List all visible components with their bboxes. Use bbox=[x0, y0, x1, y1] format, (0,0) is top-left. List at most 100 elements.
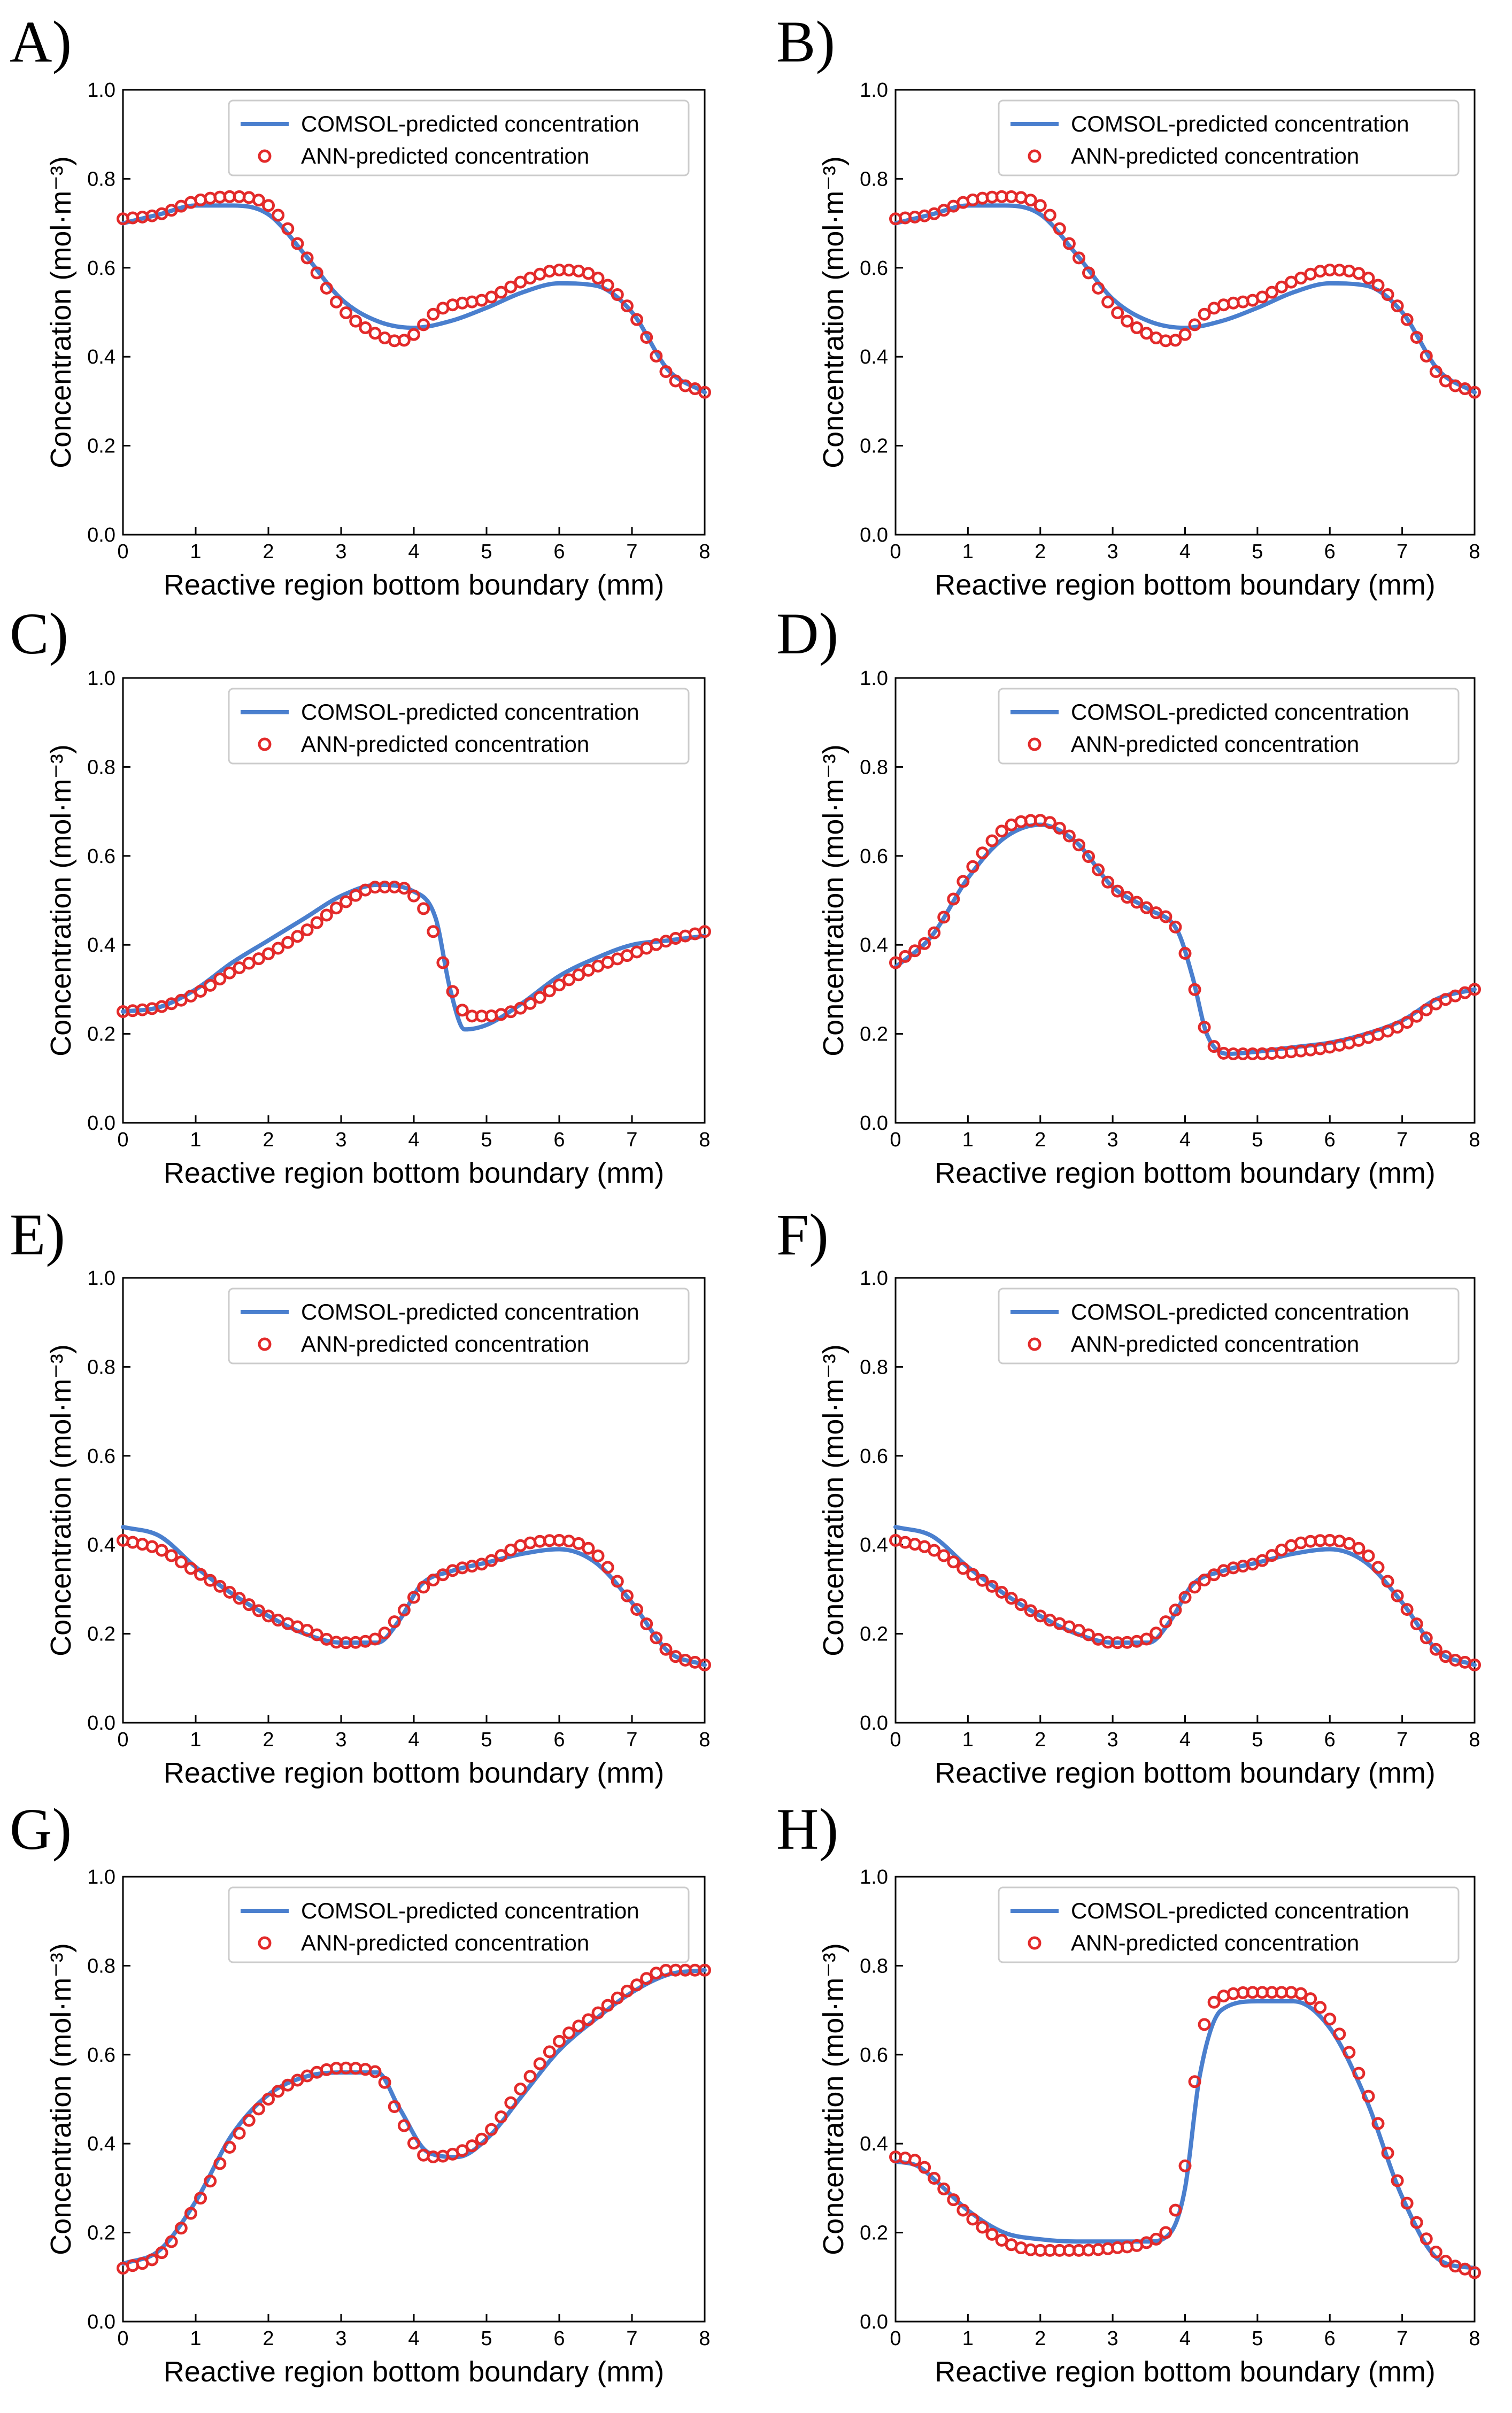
ann-data-point bbox=[928, 2172, 941, 2185]
ann-data-point bbox=[562, 2026, 576, 2040]
y-tick-label: 1.0 bbox=[860, 667, 888, 690]
ann-data-point bbox=[1053, 222, 1066, 235]
panel-label: G) bbox=[10, 1797, 72, 1862]
ann-data-point bbox=[1150, 2232, 1163, 2246]
ann-data-point bbox=[165, 1549, 178, 1562]
legend-label-comsol: COMSOL-predicted concentration bbox=[301, 1898, 639, 1923]
ann-series-markers bbox=[117, 1533, 711, 1671]
y-tick-label: 0.2 bbox=[87, 1023, 115, 1046]
ann-data-point bbox=[1343, 2046, 1356, 2059]
ann-series-markers bbox=[117, 1963, 711, 2275]
y-tick-label: 0.8 bbox=[860, 1955, 888, 1977]
y-tick-label: 0.8 bbox=[860, 168, 888, 190]
ann-data-point bbox=[918, 2161, 931, 2174]
legend: COMSOL-predicted concentration ANN-predic… bbox=[998, 99, 1460, 176]
legend-marker-swatch bbox=[258, 737, 272, 751]
ann-data-point bbox=[1352, 2067, 1366, 2080]
ann-data-point bbox=[272, 209, 285, 222]
ann-data-point bbox=[533, 2057, 546, 2070]
legend: COMSOL-predicted concentration ANN-predic… bbox=[228, 688, 690, 765]
x-tick-label: 7 bbox=[1397, 1129, 1408, 1151]
legend: COMSOL-predicted concentration ANN-predic… bbox=[998, 1288, 1460, 1364]
ann-data-point bbox=[630, 1978, 644, 1992]
x-tick-label: 2 bbox=[263, 2327, 274, 2350]
ann-data-point bbox=[1024, 194, 1037, 207]
panel-label: A) bbox=[10, 9, 72, 74]
y-tick-label: 0.6 bbox=[860, 257, 888, 280]
ann-data-point bbox=[252, 952, 265, 966]
ann-data-point bbox=[698, 386, 711, 399]
y-tick-label: 0.0 bbox=[87, 1112, 115, 1135]
ann-data-point bbox=[281, 2078, 295, 2092]
ann-data-point bbox=[937, 911, 951, 924]
ann-data-point bbox=[281, 222, 295, 235]
ann-data-point bbox=[956, 875, 970, 888]
x-tick-label: 5 bbox=[481, 2327, 492, 2350]
ann-data-point bbox=[976, 1574, 989, 1587]
ann-data-point bbox=[436, 956, 450, 969]
ann-data-point bbox=[1169, 920, 1182, 934]
ann-data-point bbox=[427, 925, 440, 938]
legend: COMSOL-predicted concentration ANN-predic… bbox=[228, 1288, 690, 1364]
x-tick-label: 0 bbox=[117, 541, 128, 563]
comsol-series-line bbox=[121, 1968, 707, 2266]
y-tick-label: 0.0 bbox=[860, 1112, 888, 1135]
ann-series-markers bbox=[889, 814, 1481, 1061]
x-tick-label: 0 bbox=[117, 1129, 128, 1151]
y-tick-label: 0.0 bbox=[860, 524, 888, 546]
ann-data-point bbox=[899, 950, 912, 963]
ann-data-point bbox=[1130, 321, 1144, 334]
x-tick-label: 3 bbox=[335, 1729, 346, 1751]
ann-data-point bbox=[1304, 1992, 1317, 2006]
x-tick-label: 5 bbox=[1252, 1729, 1263, 1751]
y-axis-title: Concentration (mol·m⁻³) bbox=[45, 1344, 77, 1656]
x-tick-label: 6 bbox=[553, 1129, 565, 1151]
ann-data-point bbox=[601, 279, 614, 292]
ann-data-point bbox=[1362, 272, 1375, 285]
chart-panel-d: D) 0 1 2 3 4 5 6 7 8 0.0 0.2 0.4 0.6 0.8 1.0 Reactive re… bbox=[776, 601, 1481, 1189]
ann-data-point bbox=[553, 2034, 566, 2048]
ann-data-point bbox=[1043, 209, 1056, 222]
ann-data-point bbox=[937, 1549, 951, 1562]
ann-data-point bbox=[1468, 1658, 1481, 1671]
ann-series-markers bbox=[117, 881, 711, 1023]
chart-panel-b: B) 0 1 2 3 4 5 6 7 8 0.0 0.2 0.4 0.6 0.8 1.0 Reactive re… bbox=[776, 9, 1481, 601]
ann-data-point bbox=[165, 2235, 178, 2248]
ann-data-point bbox=[918, 937, 931, 950]
ann-data-point bbox=[427, 1574, 440, 1587]
ann-data-point bbox=[630, 313, 644, 326]
x-axis-title: Reactive region bottom boundary (mm) bbox=[935, 1157, 1435, 1189]
y-tick-label: 0.6 bbox=[87, 845, 115, 868]
y-tick-label: 0.0 bbox=[87, 524, 115, 546]
panel-label: F) bbox=[776, 1202, 829, 1267]
x-tick-label: 1 bbox=[190, 1729, 201, 1751]
ann-data-point bbox=[572, 1537, 585, 1550]
x-tick-label: 3 bbox=[335, 2327, 346, 2350]
ann-data-point bbox=[1159, 1615, 1172, 1629]
legend-marker-swatch bbox=[258, 1936, 272, 1950]
y-axis-title: Concentration (mol·m⁻³) bbox=[817, 744, 850, 1057]
ann-data-point bbox=[620, 1984, 634, 1998]
ann-data-point bbox=[985, 834, 999, 847]
x-tick-label: 5 bbox=[1252, 541, 1263, 563]
ann-data-point bbox=[204, 2175, 217, 2188]
legend-label-ann: ANN-predicted concentration bbox=[301, 1930, 589, 1955]
legend: COMSOL-predicted concentration ANN-predic… bbox=[998, 1886, 1460, 1963]
ann-data-point bbox=[523, 997, 537, 1010]
x-tick-label: 1 bbox=[962, 541, 974, 563]
ann-series-markers bbox=[889, 1986, 1481, 2279]
x-tick-label: 6 bbox=[553, 541, 565, 563]
ann-data-point bbox=[368, 2065, 382, 2078]
ann-data-point bbox=[928, 1544, 941, 1557]
legend-label-ann: ANN-predicted concentration bbox=[301, 143, 589, 168]
ann-data-point bbox=[368, 327, 382, 340]
ann-data-point bbox=[262, 2093, 275, 2106]
ann-data-point bbox=[378, 2076, 391, 2089]
ann-data-point bbox=[995, 1585, 1008, 1599]
ann-data-point bbox=[1400, 313, 1414, 326]
ann-data-point bbox=[184, 990, 197, 1003]
x-tick-label: 2 bbox=[1035, 1729, 1046, 1751]
x-tick-label: 6 bbox=[1324, 1729, 1336, 1751]
x-tick-label: 7 bbox=[626, 1129, 637, 1151]
ann-data-point bbox=[1198, 1021, 1211, 1034]
